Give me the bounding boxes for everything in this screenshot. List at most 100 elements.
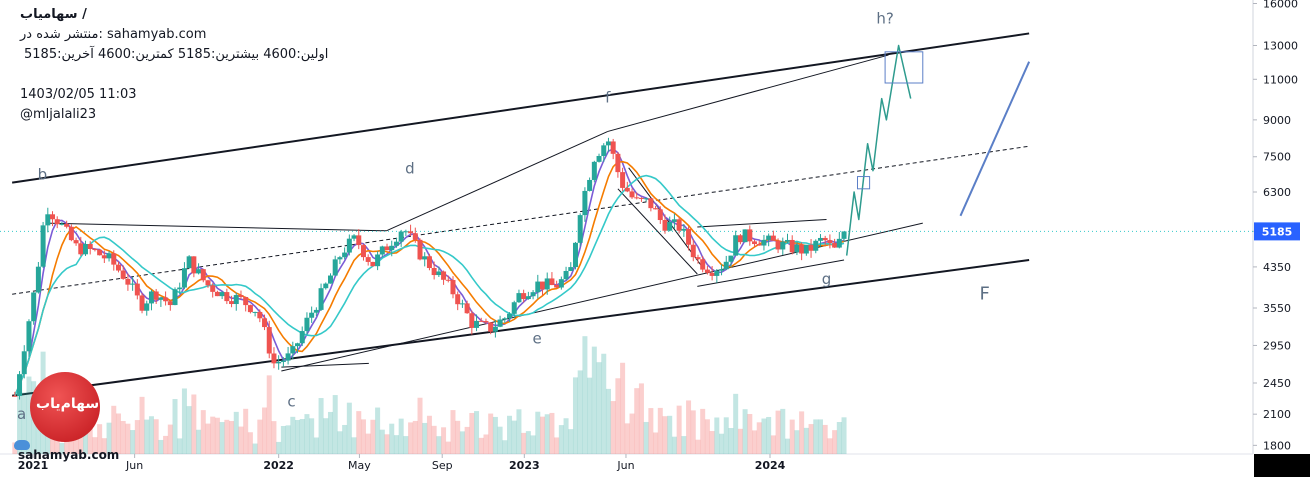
candle-body[interactable] <box>596 155 602 162</box>
candle-body[interactable] <box>803 244 809 254</box>
candle-body[interactable] <box>714 270 720 276</box>
candle-body[interactable] <box>214 291 220 297</box>
candle-body[interactable] <box>643 198 649 200</box>
candle-body[interactable] <box>17 374 23 396</box>
trendline-dashed[interactable] <box>12 145 1030 295</box>
candle-body[interactable] <box>516 293 522 303</box>
candle-body[interactable] <box>605 141 611 146</box>
candle-body[interactable] <box>262 318 268 328</box>
candle-body[interactable] <box>271 353 277 364</box>
candle-body[interactable] <box>186 256 192 269</box>
candle-body[interactable] <box>196 269 202 274</box>
candle-body[interactable] <box>40 225 46 267</box>
candle-body[interactable] <box>12 395 18 397</box>
candle-body[interactable] <box>671 219 677 222</box>
candle-body[interactable] <box>35 266 41 293</box>
candle-body[interactable] <box>822 237 828 241</box>
candle-body[interactable] <box>82 243 88 255</box>
candle-body[interactable] <box>120 270 126 279</box>
candle-body[interactable] <box>191 256 197 274</box>
candle-body[interactable] <box>827 240 833 244</box>
candle-body[interactable] <box>210 285 216 292</box>
candle-body[interactable] <box>304 317 310 332</box>
candle-body[interactable] <box>78 243 84 255</box>
candle-body[interactable] <box>200 269 206 281</box>
candle-body[interactable] <box>459 303 465 305</box>
candle-body[interactable] <box>624 187 630 192</box>
candle-body[interactable] <box>323 283 329 289</box>
candle-body[interactable] <box>21 351 27 375</box>
candle-body[interactable] <box>238 295 244 298</box>
candle-body[interactable] <box>31 292 37 322</box>
candle-body[interactable] <box>502 318 508 320</box>
candle-body[interactable] <box>657 209 663 221</box>
candle-body[interactable] <box>483 321 489 323</box>
candle-body[interactable] <box>535 281 541 293</box>
candle-body[interactable] <box>478 320 484 322</box>
candle-body[interactable] <box>742 229 748 243</box>
candle-body[interactable] <box>441 271 447 280</box>
candle-body[interactable] <box>101 255 107 259</box>
candle-body[interactable] <box>497 319 503 327</box>
candle-body[interactable] <box>375 254 381 267</box>
candle-body[interactable] <box>177 287 183 290</box>
candle-body[interactable] <box>295 343 301 347</box>
candle-body[interactable] <box>634 197 640 199</box>
candle-body[interactable] <box>813 240 819 251</box>
candle-body[interactable] <box>610 141 616 154</box>
candle-body[interactable] <box>521 293 527 300</box>
candle-body[interactable] <box>464 303 470 314</box>
candle-body[interactable] <box>540 281 546 290</box>
candle-body[interactable] <box>50 214 56 220</box>
target-box[interactable] <box>884 51 924 84</box>
candle-body[interactable] <box>638 197 644 199</box>
candle-body[interactable] <box>756 244 762 246</box>
candle-body[interactable] <box>794 244 800 253</box>
candle-body[interactable] <box>799 244 805 254</box>
candle-body[interactable] <box>370 261 376 267</box>
trendline-thin[interactable] <box>386 130 608 232</box>
candle-body[interactable] <box>243 297 249 306</box>
candle-body[interactable] <box>257 311 263 319</box>
candle-body[interactable] <box>422 256 428 260</box>
candle-body[interactable] <box>445 279 451 281</box>
candle-body[interactable] <box>587 179 593 191</box>
candle-body[interactable] <box>841 231 847 239</box>
candle-body[interactable] <box>346 238 352 253</box>
trendline-thin[interactable] <box>617 188 698 275</box>
candle-body[interactable] <box>59 223 65 225</box>
candle-body[interactable] <box>332 259 338 276</box>
candle-body[interactable] <box>770 235 776 241</box>
candle-body[interactable] <box>26 321 32 352</box>
candle-body[interactable] <box>488 322 494 332</box>
candle-body[interactable] <box>299 331 305 344</box>
candle-body[interactable] <box>563 270 569 280</box>
candle-body[interactable] <box>648 198 654 209</box>
candle-body[interactable] <box>728 255 734 262</box>
trendline-thin[interactable] <box>45 222 387 232</box>
candle-body[interactable] <box>134 283 140 296</box>
candle-body[interactable] <box>158 297 164 300</box>
candle-body[interactable] <box>318 288 324 310</box>
candle-body[interactable] <box>450 280 456 295</box>
candle-body[interactable] <box>45 214 51 226</box>
candle-body[interactable] <box>455 294 461 305</box>
candle-body[interactable] <box>379 246 385 255</box>
candle-body[interactable] <box>431 267 437 276</box>
candle-body[interactable] <box>601 145 607 156</box>
candle-body[interactable] <box>723 261 729 270</box>
candle-body[interactable] <box>817 237 823 241</box>
trendline-thin[interactable] <box>607 54 889 132</box>
candle-body[interactable] <box>549 278 555 286</box>
candle-body[interactable] <box>181 268 187 288</box>
candle-body[interactable] <box>148 291 154 304</box>
author-handle[interactable]: @mljalali23 <box>20 107 97 122</box>
candle-body[interactable] <box>73 240 79 244</box>
candle-body[interactable] <box>144 303 150 311</box>
candle-body[interactable] <box>577 215 583 243</box>
candle-body[interactable] <box>384 246 390 251</box>
candle-body[interactable] <box>681 228 687 231</box>
candle-body[interactable] <box>695 257 701 260</box>
candle-body[interactable] <box>752 241 758 245</box>
